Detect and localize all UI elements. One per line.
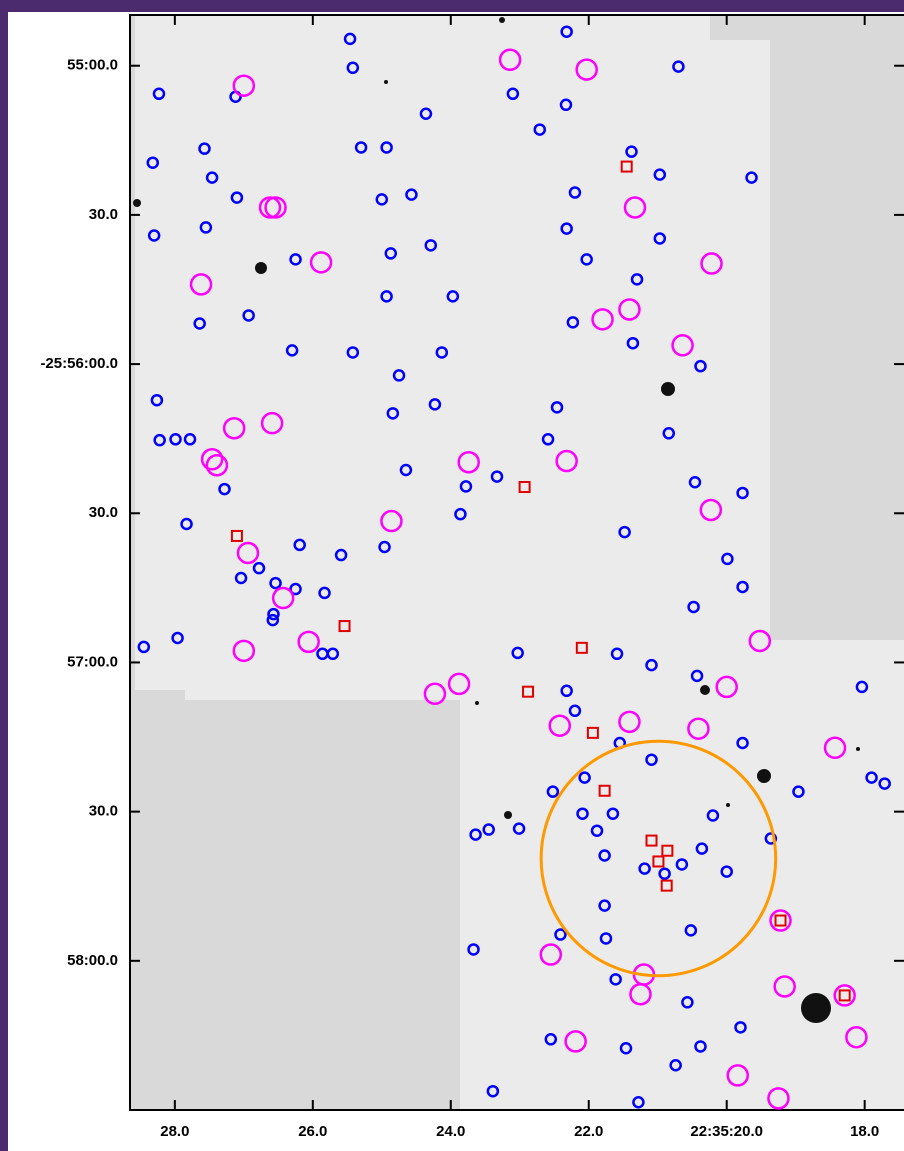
- y-tick-label: 55:00.0: [67, 57, 118, 74]
- y-tick-label: 30.0: [89, 206, 118, 223]
- page: 28.0 26.0 24.0 22.0 22:35:20.0 18.0 55:00.0 30.…: [0, 0, 904, 1151]
- x-tick-label: 24.0: [436, 1123, 465, 1140]
- y-tick-label: 30.0: [89, 504, 118, 521]
- x-tick-label: 22:35:20.0: [690, 1123, 763, 1140]
- y-tick-label: 57:00.0: [67, 653, 118, 670]
- y-tick-label: 30.0: [89, 803, 118, 820]
- x-tick-label: 26.0: [298, 1123, 327, 1140]
- x-tick-label: 28.0: [160, 1123, 189, 1140]
- y-tick-label: 58:00.0: [67, 952, 118, 969]
- x-tick-label: 18.0: [850, 1123, 879, 1140]
- chart: 28.0 26.0 24.0 22.0 22:35:20.0 18.0 55:00.0 30.…: [0, 0, 904, 1151]
- x-tick-label: 22.0: [574, 1123, 603, 1140]
- y-tick-label: -25:56:00.0: [40, 355, 118, 372]
